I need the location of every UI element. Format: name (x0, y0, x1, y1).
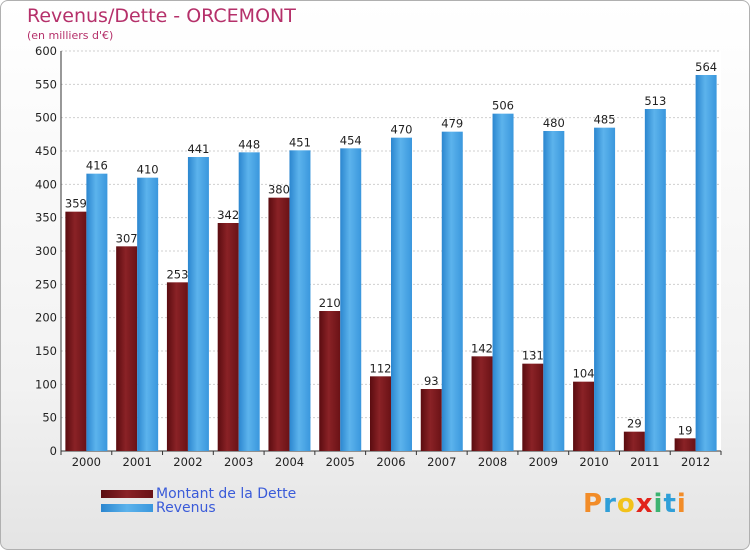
data-label-revenue: 454 (340, 133, 362, 147)
proxiti-logo: Proxiti (583, 489, 687, 519)
bar-debt (268, 197, 290, 451)
x-tick-label: 2009 (529, 455, 558, 469)
x-tick-label: 2007 (427, 455, 456, 469)
bar-revenue (238, 152, 260, 452)
x-tick-label: 2003 (224, 455, 253, 469)
bar-revenue (492, 113, 514, 452)
data-label-debt: 29 (627, 417, 642, 431)
logo-letter: o (616, 489, 636, 519)
y-tick-label: 400 (35, 177, 57, 191)
bar-debt (471, 356, 493, 451)
legend-swatch-revenue (101, 504, 153, 512)
data-label-debt: 210 (319, 296, 341, 310)
x-tick-label: 2002 (173, 455, 202, 469)
data-label-revenue: 416 (86, 159, 108, 173)
bar-debt (65, 211, 87, 451)
data-label-revenue: 410 (137, 163, 159, 177)
y-tick-label: 500 (35, 111, 57, 125)
data-label-revenue: 485 (594, 113, 616, 127)
bar-debt (166, 282, 188, 451)
bar-debt (217, 223, 239, 451)
logo-letter: i (653, 489, 664, 519)
bar-debt (623, 431, 645, 451)
y-tick-label: 100 (35, 377, 57, 391)
y-tick-label: 300 (35, 244, 57, 258)
data-label-debt: 342 (217, 208, 239, 222)
logo-letter: P (583, 489, 604, 519)
bar-revenue (441, 131, 463, 451)
data-label-revenue: 441 (187, 142, 209, 156)
data-label-revenue: 448 (238, 137, 260, 151)
bar-debt (319, 311, 341, 451)
bar-revenue (594, 127, 616, 452)
x-tick-label: 2010 (579, 455, 608, 469)
bar-revenue (289, 150, 311, 452)
data-label-revenue: 470 (391, 123, 413, 137)
bar-revenue (695, 75, 717, 451)
bar-debt (674, 438, 696, 451)
data-label-debt: 359 (65, 197, 87, 211)
legend-label-revenue: Revenus (156, 500, 216, 516)
y-tick-label: 150 (35, 344, 57, 358)
bar-debt (420, 389, 442, 451)
bar-debt (370, 376, 391, 451)
logo-letter: r (603, 489, 617, 519)
x-tick-label: 2008 (478, 455, 507, 469)
chart-title: Revenus/Dette - ORCEMONT (27, 5, 296, 27)
logo-letter: i (676, 489, 687, 519)
x-tick-label: 2005 (326, 455, 355, 469)
data-label-revenue: 451 (289, 135, 311, 149)
data-label-debt: 142 (471, 341, 493, 355)
bar-revenue (137, 177, 159, 451)
data-label-debt: 104 (573, 367, 595, 381)
data-label-debt: 131 (522, 349, 544, 363)
chart-subtitle: (en milliers d'€) (27, 29, 114, 42)
data-label-revenue: 506 (492, 99, 514, 113)
data-label-debt: 380 (268, 183, 290, 197)
data-label-revenue: 480 (543, 116, 565, 130)
y-tick-label: 450 (35, 144, 57, 158)
y-tick-label: 350 (35, 211, 57, 225)
bar-revenue (340, 148, 362, 452)
x-tick-label: 2012 (681, 455, 710, 469)
x-tick-label: 2006 (376, 455, 405, 469)
bar-debt (573, 381, 595, 451)
data-label-debt: 253 (166, 267, 188, 281)
data-label-debt: 19 (678, 423, 693, 437)
data-label-debt: 112 (370, 361, 392, 375)
legend-swatch-debt (101, 490, 153, 498)
x-tick-label: 2001 (123, 455, 152, 469)
data-label-revenue: 479 (441, 117, 463, 131)
bar-revenue (187, 157, 209, 451)
data-label-revenue: 564 (695, 60, 717, 74)
x-tick-label: 2011 (630, 455, 659, 469)
data-label-debt: 307 (116, 231, 138, 245)
bar-debt (522, 363, 544, 451)
bar-revenue (644, 109, 666, 451)
y-tick-label: 250 (35, 277, 57, 291)
data-label-debt: 93 (424, 374, 439, 388)
y-tick-label: 0 (50, 444, 57, 458)
logo-letter: x (635, 489, 654, 519)
y-tick-label: 600 (35, 44, 57, 58)
legend-label-debt: Montant de la Dette (156, 486, 297, 502)
bar-debt (116, 246, 138, 451)
y-tick-label: 200 (35, 311, 57, 325)
bar-revenue (86, 173, 108, 451)
logo-letter: t (663, 489, 677, 519)
x-tick-label: 2004 (275, 455, 304, 469)
y-tick-label: 550 (35, 77, 57, 91)
x-tick-label: 2000 (72, 455, 101, 469)
bar-revenue (391, 137, 412, 451)
y-tick-label: 50 (42, 411, 57, 425)
data-label-revenue: 513 (644, 94, 666, 108)
bar-revenue (543, 131, 565, 451)
